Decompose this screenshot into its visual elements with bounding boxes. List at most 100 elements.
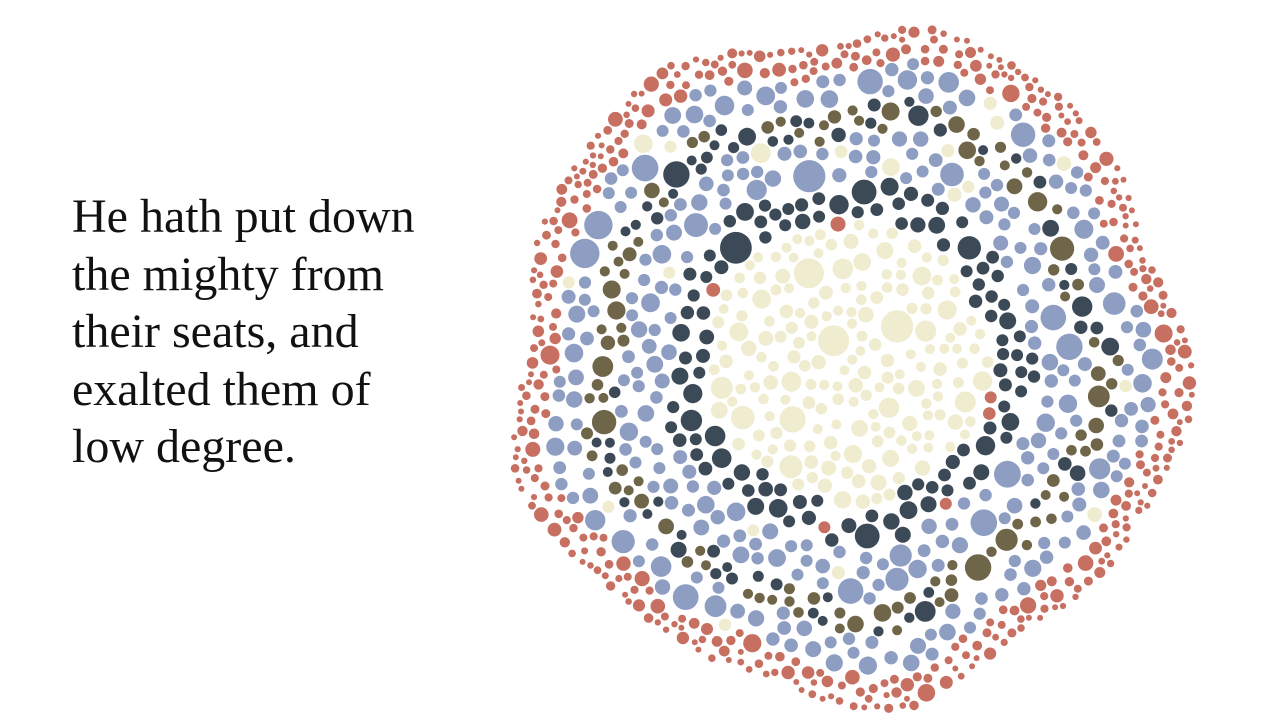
mosaic-dot [593, 566, 602, 575]
mosaic-dot [667, 401, 680, 414]
mosaic-dot [1000, 638, 1008, 647]
mosaic-dot [803, 117, 815, 129]
mosaic-dot [551, 239, 560, 249]
mosaic-dot [817, 615, 828, 626]
mosaic-dot [729, 322, 749, 342]
mosaic-dot [1014, 241, 1027, 254]
mosaic-dot [777, 146, 792, 161]
mosaic-dot [951, 537, 968, 554]
mosaic-dot [784, 596, 795, 607]
mosaic-dot [1152, 464, 1160, 472]
mosaic-dot [1046, 576, 1057, 587]
mosaic-dot [526, 379, 532, 386]
mosaic-dot [663, 478, 679, 494]
mosaic-dot [1054, 102, 1063, 111]
mosaic-dot [540, 345, 560, 365]
mosaic-dot [1052, 204, 1063, 215]
mosaic-dot [1021, 539, 1033, 551]
mosaic-dot [805, 641, 822, 658]
mosaic-dot [964, 621, 976, 634]
mosaic-dot [1112, 434, 1126, 448]
mosaic-dot [939, 675, 953, 689]
mosaic-dot [880, 679, 889, 688]
mosaic-dot [991, 70, 1000, 79]
mosaic-dot [953, 36, 960, 43]
mosaic-dot [1177, 344, 1192, 359]
mosaic-dot [1108, 246, 1124, 262]
mosaic-dot [614, 136, 623, 146]
mosaic-dot [598, 142, 605, 149]
mosaic-dot [779, 455, 803, 479]
mosaic-dot [1110, 494, 1122, 506]
mosaic-dot [654, 373, 670, 389]
mosaic-dot [794, 127, 805, 138]
mosaic-dot [986, 250, 999, 264]
mosaic-dot [587, 305, 600, 318]
mosaic-dot [743, 634, 762, 653]
mosaic-dot [878, 397, 900, 418]
mosaic-dot [680, 305, 695, 320]
mosaic-dot [690, 448, 704, 461]
mosaic-dot [608, 111, 623, 127]
mosaic-dot [937, 254, 949, 267]
mosaic-dot [1160, 302, 1167, 309]
mosaic-dot [1071, 482, 1086, 496]
mosaic-dot [623, 572, 632, 581]
mosaic-dot [752, 429, 765, 442]
mosaic-dot [658, 518, 674, 535]
mosaic-dot [985, 309, 998, 323]
mosaic-dot [681, 251, 694, 264]
mosaic-dot [726, 572, 738, 585]
mosaic-dot [801, 74, 810, 84]
mosaic-dot [1027, 192, 1048, 212]
mosaic-dot [804, 314, 819, 329]
mosaic-dot [602, 500, 615, 513]
mosaic-dot [601, 572, 609, 580]
mosaic-dot [889, 674, 899, 684]
mosaic-dot [526, 416, 536, 426]
mosaic-dot [935, 201, 949, 215]
mosaic-dot [910, 217, 926, 233]
mosaic-dot [736, 151, 750, 164]
mosaic-dot [868, 409, 879, 420]
mosaic-dot [753, 50, 766, 63]
mosaic-dot [894, 369, 905, 380]
mosaic-dot [631, 366, 644, 379]
mosaic-dot [634, 493, 649, 509]
mosaic-dot [791, 568, 804, 581]
mosaic-dot [933, 362, 947, 376]
mosaic-dot [883, 426, 896, 439]
mosaic-dot [1015, 366, 1028, 379]
mosaic-dot [812, 192, 826, 206]
mosaic-dot [510, 464, 520, 473]
mosaic-dot [994, 196, 1009, 212]
mosaic-dot [865, 117, 877, 129]
mosaic-dot [886, 227, 898, 240]
mosaic-dot [561, 212, 578, 229]
mosaic-dot [872, 578, 885, 592]
mosaic-dot [648, 323, 661, 337]
mosaic-dot [512, 454, 519, 461]
mosaic-dot [1176, 419, 1183, 426]
mosaic-dot [781, 665, 795, 680]
mosaic-dot [695, 163, 707, 175]
mosaic-dot [619, 443, 632, 456]
mosaic-dot [824, 636, 837, 649]
mosaic-dot [556, 196, 567, 207]
mosaic-dot [781, 371, 802, 392]
mosaic-dot [901, 44, 911, 55]
mosaic-dot [541, 409, 551, 419]
mosaic-dot [843, 233, 859, 249]
mosaic-dot [892, 382, 905, 395]
mosaic-dot [546, 437, 565, 456]
mosaic-dot [857, 68, 883, 95]
mosaic-dot [934, 597, 945, 608]
mosaic-dot [959, 429, 970, 440]
mosaic-dot [833, 73, 846, 87]
mosaic-dot [1014, 68, 1022, 76]
mosaic-dot [1106, 559, 1115, 568]
mosaic-dot [964, 37, 970, 44]
mosaic-dot [998, 378, 1012, 392]
mosaic-dot [619, 497, 630, 508]
mosaic-dot [881, 282, 893, 293]
